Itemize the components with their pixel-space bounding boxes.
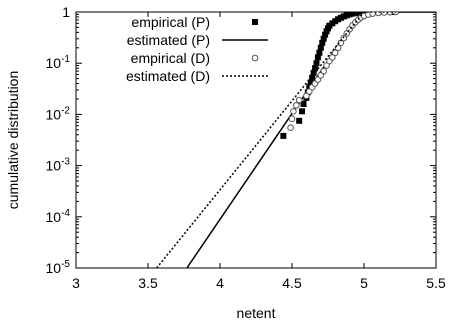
- x-tick-label: 4: [216, 275, 224, 291]
- y-tick-label: 10-5: [46, 259, 71, 276]
- y-tick-label: 10-4: [46, 208, 71, 225]
- legend-label: estimated (D): [126, 68, 210, 84]
- y-tick-exponent: -4: [61, 208, 70, 219]
- point-circle: [320, 67, 327, 75]
- y-tick-base: 10: [46, 106, 62, 122]
- y-tick-exponent: -3: [61, 157, 70, 168]
- legend-label: empirical (P): [131, 14, 210, 30]
- x-tick-label: 5.5: [426, 275, 446, 291]
- point-square: [353, 12, 360, 16]
- point-circle: [293, 102, 300, 109]
- point-square: [280, 132, 287, 139]
- point-square: [317, 44, 324, 51]
- y-tick-exponent: -5: [61, 259, 70, 270]
- point-circle: [331, 49, 339, 57]
- point-circle: [295, 96, 303, 104]
- x-tick-label: 5: [360, 275, 368, 291]
- legend: empirical (P) estimated (P) empirical (D) e…: [126, 14, 268, 84]
- point-circle: [323, 62, 330, 69]
- point-circle: [375, 12, 382, 17]
- point-square: [358, 12, 365, 16]
- point-circle: [287, 124, 294, 131]
- y-tick-label: 10-3: [46, 157, 71, 174]
- point-square: [309, 74, 316, 81]
- point-square: [349, 12, 356, 17]
- x-tick-label: 3: [72, 275, 80, 291]
- series-line-3: [156, 12, 436, 268]
- point-square: [300, 100, 307, 107]
- point-square: [319, 39, 326, 46]
- x-axis-label: netent: [237, 305, 276, 321]
- point-circle: [290, 107, 297, 115]
- point-square: [313, 60, 320, 67]
- y-tick-base: 10: [46, 260, 62, 276]
- y-tick-base: 10: [46, 158, 62, 174]
- x-tick-label: 4.5: [282, 275, 302, 291]
- legend-label: empirical (D): [131, 50, 210, 66]
- x-tick-label: 3.5: [138, 275, 158, 291]
- point-circle: [288, 115, 296, 123]
- point-square: [307, 79, 314, 86]
- point-circle: [329, 54, 336, 61]
- axis-ticks: 3 3.5 4 4.5 5 5.510-510-410-310-210-11: [46, 4, 446, 291]
- plot-frame: [75, 11, 437, 269]
- point-square: [312, 65, 319, 72]
- y-tick-base: 10: [46, 55, 62, 71]
- y-tick-base: 10: [46, 209, 62, 225]
- point-square: [322, 31, 329, 38]
- point-square: [316, 49, 323, 56]
- point-square: [314, 54, 321, 61]
- point-circle: [392, 12, 399, 16]
- series-line-1: [186, 12, 436, 268]
- point-square: [320, 35, 327, 42]
- legend-key-circle: [251, 54, 259, 62]
- point-square: [310, 69, 317, 76]
- point-square: [296, 117, 303, 124]
- data-layer: [156, 12, 436, 268]
- y-axis-label: cumulative distribution: [5, 71, 21, 210]
- y-tick-exponent: -1: [61, 54, 70, 65]
- legend-key-square: [252, 19, 258, 25]
- legend-label: estimated (P): [127, 32, 210, 48]
- y-tick-label: 1: [62, 4, 70, 20]
- y-tick-label: 10-1: [46, 54, 71, 71]
- y-tick-label: 10-2: [46, 105, 71, 122]
- point-square: [299, 108, 306, 115]
- y-tick-exponent: -2: [61, 105, 70, 116]
- y-tick-base: 1: [62, 4, 70, 20]
